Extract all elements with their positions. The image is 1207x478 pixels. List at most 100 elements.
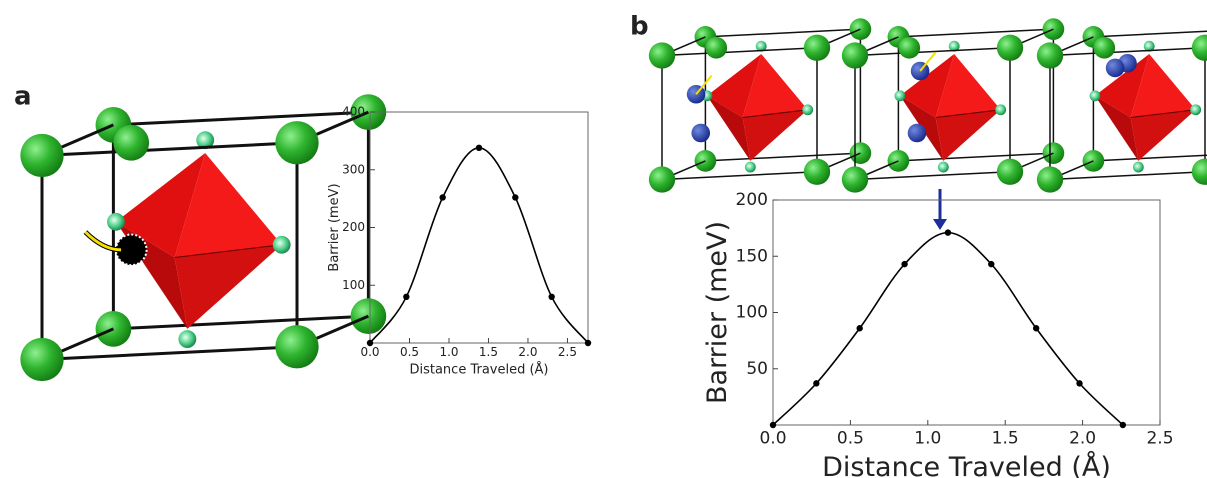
- small-ion: [937, 161, 949, 173]
- cube-edge: [1093, 154, 1207, 162]
- data-point: [944, 229, 952, 236]
- curve: [369, 147, 589, 344]
- anion: [803, 158, 831, 185]
- octahedron-face: [899, 53, 955, 118]
- cube-edge: [41, 345, 298, 361]
- small-ion: [1132, 161, 1144, 173]
- y-tick-label: 400: [342, 105, 365, 119]
- anion: [996, 34, 1024, 61]
- anion: [705, 36, 728, 59]
- x-tick-label: 0.5: [837, 429, 864, 449]
- cube-edge: [113, 110, 369, 127]
- small-ion: [894, 90, 906, 102]
- anion: [275, 325, 319, 369]
- y-axis-label: Barrier (meV): [327, 183, 342, 271]
- anion: [648, 166, 676, 193]
- octahedron-face: [1130, 53, 1196, 118]
- x-tick-label: 1.5: [479, 345, 498, 359]
- x-tick-label: 2.0: [518, 345, 537, 359]
- small-ion: [272, 235, 291, 254]
- octahedron-face: [1130, 109, 1196, 161]
- octahedron-face: [1094, 95, 1139, 161]
- x-tick-label: 2.5: [1146, 429, 1173, 449]
- anion: [20, 337, 64, 382]
- data-point: [769, 421, 777, 429]
- anion: [841, 42, 869, 69]
- data-point: [988, 260, 995, 268]
- cube-edge: [705, 28, 861, 38]
- arrow-head: [933, 219, 947, 230]
- y-tick-label: 200: [736, 190, 768, 210]
- vacancy: [114, 233, 148, 267]
- anion: [1093, 36, 1116, 59]
- cube-edge: [661, 47, 818, 57]
- anion: [1191, 158, 1207, 185]
- cube-edge: [898, 152, 1054, 162]
- y-tick-label: 300: [342, 162, 365, 176]
- anion: [275, 121, 319, 165]
- x-tick-label: 2.5: [558, 345, 577, 359]
- octahedron-face: [174, 152, 282, 258]
- octahedron-edge: [742, 109, 808, 118]
- octahedron-face: [1094, 53, 1150, 118]
- blue-ion: [691, 123, 711, 143]
- octahedron-edge: [1130, 109, 1196, 118]
- migration-arrow: [695, 75, 713, 95]
- cube-edge: [1093, 30, 1207, 38]
- data-point: [901, 260, 908, 268]
- x-tick-label: 1.0: [439, 345, 458, 359]
- cube-edge: [661, 171, 818, 181]
- data-point: [512, 194, 519, 201]
- small-ion: [1143, 40, 1155, 52]
- y-tick-label: 200: [342, 220, 365, 234]
- y-tick-label: 50: [746, 359, 768, 379]
- octahedron-face: [115, 152, 206, 258]
- curve: [772, 231, 1124, 426]
- anion: [898, 36, 921, 59]
- panel-label: a: [14, 82, 32, 112]
- x-tick-label: 0.0: [759, 429, 786, 449]
- anion: [648, 42, 676, 69]
- small-ion: [802, 104, 814, 116]
- data-point: [439, 194, 446, 201]
- x-tick-label: 0.5: [400, 345, 419, 359]
- anion: [1036, 42, 1064, 69]
- y-tick-label: 100: [342, 278, 365, 292]
- anion: [1036, 166, 1064, 193]
- migration-arrow: [919, 51, 937, 72]
- anion: [803, 34, 831, 61]
- x-tick-label: 1.5: [992, 429, 1019, 449]
- octahedron-face: [935, 109, 1001, 161]
- anion: [113, 124, 150, 161]
- octahedron-face: [706, 53, 762, 118]
- small-ion: [744, 161, 756, 173]
- data-point: [813, 380, 820, 387]
- y-tick-label: 100: [736, 303, 768, 323]
- anion: [996, 158, 1024, 185]
- migration-arrow: [83, 230, 122, 253]
- octahedron-face: [174, 244, 282, 329]
- y-axis-label: Barrier (meV): [702, 221, 733, 404]
- y-tick-label: 150: [736, 246, 768, 266]
- data-point: [1076, 380, 1083, 387]
- small-ion: [948, 40, 960, 52]
- cube-edge: [41, 141, 298, 157]
- octahedron-face: [742, 53, 808, 118]
- octahedron-face: [935, 53, 1001, 118]
- small-ion: [755, 40, 767, 52]
- cube-edge: [1049, 171, 1206, 181]
- octahedron-edge: [174, 244, 282, 258]
- cube-edge: [1049, 47, 1206, 57]
- data-point: [584, 339, 592, 347]
- x-tick-label: 0.0: [360, 345, 379, 359]
- x-axis-label: Distance Traveled (Å): [409, 362, 548, 378]
- data-point: [403, 293, 410, 300]
- panel-label: b: [630, 12, 649, 42]
- data-point: [366, 339, 374, 347]
- small-ion: [196, 131, 215, 150]
- structure-illustrations: [20, 18, 1207, 382]
- data-point: [1119, 421, 1127, 429]
- cube-edge: [854, 47, 1011, 57]
- plot-area: [772, 199, 1161, 426]
